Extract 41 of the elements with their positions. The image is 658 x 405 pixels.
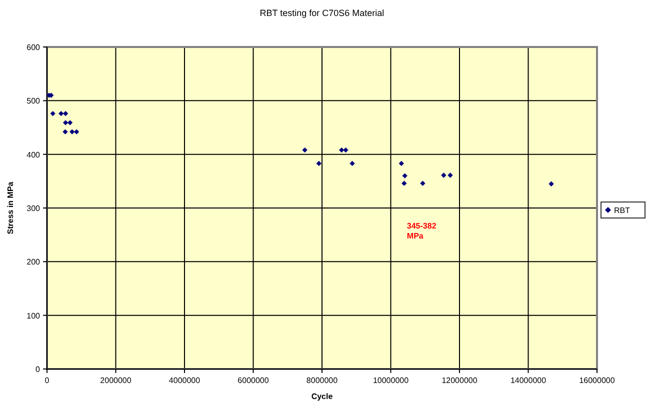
point [548,181,554,186]
point [58,110,64,116]
point [448,172,453,178]
point [302,147,308,153]
point [74,129,80,134]
point [62,120,68,126]
point [350,160,355,166]
y-tick-label: 100 [26,311,41,320]
x-tick-label: 8000000 [306,376,338,385]
y-tick-label: 600 [26,43,41,52]
annotation: 345-382 MPa [406,221,437,240]
x-tick-label: 14000000 [510,376,547,385]
point [398,160,404,166]
x-tick-label: 2000000 [100,376,132,385]
point [69,129,75,134]
x-tick-label: 4000000 [168,376,201,385]
point [402,180,407,186]
y-tick-label: 200 [26,258,41,267]
x-axis-title: Cycle [311,392,334,401]
point [420,180,426,186]
point [343,147,348,153]
legend-label: RBT [614,206,630,215]
x-tick-label: 10000000 [372,376,410,385]
point [402,173,408,178]
point [67,120,73,126]
point [338,147,344,153]
y-tick-label: 500 [26,96,41,106]
chart-title: RBT testing for C70S6 Material [260,8,384,18]
y-tick-label: 300 [26,204,41,213]
point [441,172,446,178]
point [62,110,68,116]
y-axis-title: Stress in MPa [6,181,15,234]
y-tick-label: 0 [36,365,41,374]
x-tick-label: 16000000 [579,376,616,385]
y-tick-label: 400 [26,150,41,160]
point [62,129,68,134]
x-tick-label: 0 [44,376,50,385]
point [50,110,56,116]
x-tick-label: 12000000 [442,376,478,385]
x-tick-label: 6000000 [238,376,270,385]
point [316,160,322,166]
